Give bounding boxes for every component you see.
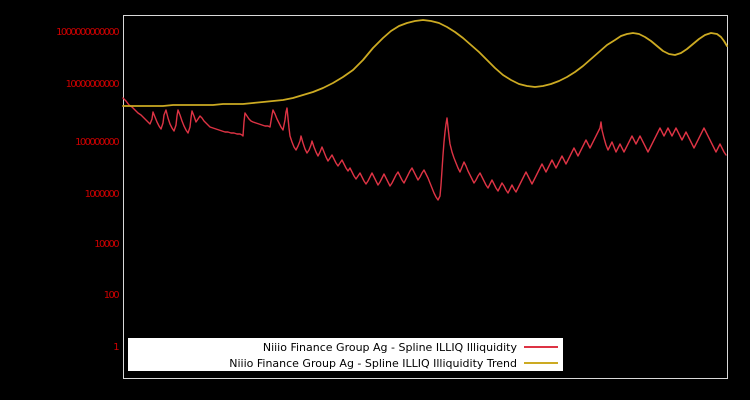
legend-color-swatch bbox=[524, 346, 558, 348]
legend-label: Niiio Finance Group Ag - Spline ILLIQ Il… bbox=[229, 356, 517, 370]
legend-item[interactable]: Niiio Finance Group Ag - Spline ILLIQ Il… bbox=[129, 355, 562, 371]
y-axis-tick-label: 1000000000000 bbox=[56, 27, 120, 38]
y-axis-tick-label: 1 bbox=[113, 342, 119, 353]
chart-legend[interactable]: Niiio Finance Group Ag - Spline ILLIQ Il… bbox=[128, 338, 563, 371]
y-axis-tick-label: 1000000 bbox=[84, 189, 120, 200]
data-series-line bbox=[122, 97, 727, 201]
y-axis-tick-label: 10000000000 bbox=[65, 79, 120, 90]
legend-color-swatch bbox=[524, 362, 558, 364]
legend-item[interactable]: Niiio Finance Group Ag - Spline ILLIQ Il… bbox=[129, 339, 562, 355]
series-group bbox=[122, 19, 728, 201]
legend-label: Niiio Finance Group Ag - Spline ILLIQ Il… bbox=[262, 340, 517, 354]
y-axis-tick-label: 100 bbox=[103, 290, 120, 301]
data-series-line bbox=[122, 19, 728, 107]
y-axis-tick-label: 100000000 bbox=[75, 137, 119, 148]
plot-frame bbox=[123, 15, 728, 379]
y-axis-tick-label: 10000 bbox=[94, 239, 119, 250]
